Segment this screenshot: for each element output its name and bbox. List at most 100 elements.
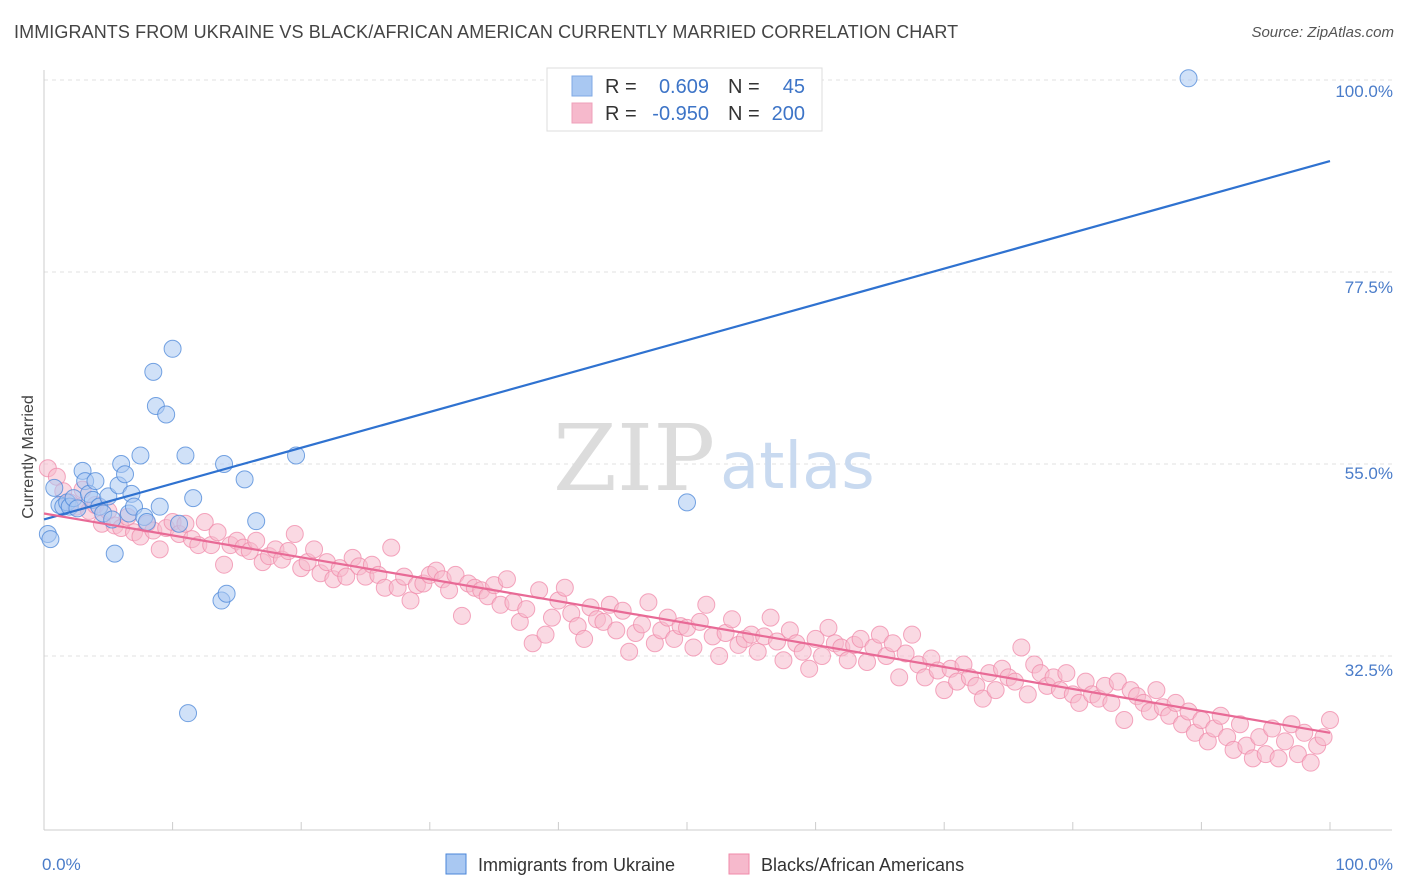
black-african-american-point	[1301, 753, 1320, 772]
stats-r-label: R =	[605, 103, 637, 125]
ukraine-point	[131, 446, 150, 465]
stats-r-value: 0.609	[659, 76, 709, 98]
ukraine-point	[163, 339, 182, 358]
black-african-american-point	[497, 570, 516, 589]
source-label: Source: ZipAtlas.com	[1251, 24, 1394, 41]
black-african-american-point	[523, 634, 542, 653]
black-african-american-point	[793, 642, 812, 661]
black-african-american-point	[761, 608, 780, 627]
black-african-american-point	[607, 621, 626, 640]
y-axis-label: Currently Married	[20, 395, 37, 519]
y-tick-label: 55.0%	[1345, 464, 1393, 483]
black-african-american-point	[851, 629, 870, 648]
black-african-american-point	[1250, 728, 1269, 747]
watermark-atlas: atlas	[720, 430, 875, 504]
black-african-american-point	[1275, 732, 1294, 751]
ukraine-point	[247, 512, 266, 531]
ukraine-point	[144, 362, 163, 381]
y-tick-labels: 100.0% 77.5% 55.0% 32.5%	[1335, 82, 1393, 680]
stats-n-label: N =	[728, 103, 760, 125]
series-legend-label: Immigrants from Ukraine	[478, 855, 675, 875]
y-tick-label: 32.5%	[1345, 661, 1393, 680]
black-african-american-point	[1108, 672, 1127, 691]
black-african-american-point	[1115, 711, 1134, 729]
data-points	[38, 69, 1339, 772]
ukraine-point	[235, 470, 254, 489]
black-african-american-point	[819, 618, 838, 637]
black-african-american-point	[1057, 664, 1076, 683]
black-african-american-point	[748, 642, 767, 661]
ukraine-point	[105, 544, 124, 563]
black-african-american-trend-line	[43, 512, 1331, 734]
black-african-american-point	[620, 642, 639, 661]
stats-r-label: R =	[605, 76, 637, 98]
black-african-american-point	[639, 593, 658, 612]
ukraine-point	[116, 465, 135, 484]
x-tick-label: 0.0%	[42, 855, 81, 874]
black-african-american-point	[575, 629, 594, 648]
black-african-american-point	[401, 591, 420, 610]
ukraine-point	[678, 493, 696, 512]
black-african-american-point	[305, 540, 324, 559]
stats-legend-swatch	[571, 75, 593, 97]
black-african-american-point	[1269, 749, 1288, 768]
black-african-american-point	[1288, 745, 1307, 764]
black-african-american-point	[452, 606, 471, 625]
ukraine-point	[1179, 69, 1198, 88]
black-african-american-point	[883, 634, 902, 653]
ukraine-point	[179, 704, 198, 723]
stats-legend-frame	[546, 67, 823, 132]
x-tick-labels: 0.0% 100.0%	[42, 855, 1393, 874]
black-african-american-point	[986, 681, 1005, 700]
black-african-american-point	[1230, 715, 1249, 734]
ukraine-point	[150, 497, 169, 516]
black-african-american-point	[632, 615, 651, 634]
black-african-american-point	[337, 567, 356, 586]
series-legend-swatch	[728, 853, 750, 875]
black-african-american-point	[723, 610, 742, 629]
stats-n-value: 200	[772, 103, 805, 125]
black-african-american-point	[710, 647, 729, 665]
ukraine-point	[157, 405, 176, 424]
black-african-american-point	[684, 638, 703, 657]
watermark: ZIP atlas	[553, 405, 875, 512]
axes	[43, 70, 1392, 831]
black-african-american-point	[1012, 638, 1031, 657]
black-african-american-point	[973, 689, 992, 708]
stats-legend-swatch	[571, 102, 593, 124]
series-legend: Immigrants from Ukraine Blacks/African Am…	[445, 853, 964, 875]
black-african-american-point	[690, 612, 709, 631]
black-african-american-point	[903, 625, 922, 644]
black-african-american-point	[1070, 693, 1089, 712]
black-african-american-point	[285, 524, 304, 543]
black-african-american-point	[896, 644, 915, 663]
black-african-american-point	[1147, 681, 1166, 700]
y-tick-label: 77.5%	[1345, 278, 1393, 297]
ukraine-point	[137, 513, 156, 532]
black-african-american-point	[1005, 672, 1024, 691]
black-african-american-point	[536, 625, 555, 644]
black-african-american-point	[813, 647, 832, 665]
ukraine-point	[184, 489, 203, 508]
black-african-american-point	[870, 625, 889, 644]
black-african-american-point	[806, 629, 825, 648]
grid-lines	[44, 79, 1392, 657]
black-african-american-point	[935, 681, 954, 700]
black-african-american-point	[890, 668, 909, 687]
black-african-american-point	[555, 578, 574, 597]
y-tick-label: 100.0%	[1335, 82, 1393, 101]
black-african-american-point	[594, 612, 613, 631]
black-african-american-point	[774, 651, 793, 670]
black-african-american-point	[1321, 711, 1339, 729]
ukraine-point	[170, 514, 189, 533]
ukraine-point	[217, 584, 236, 603]
ukraine-point	[86, 472, 105, 491]
ukraine-point	[41, 530, 60, 549]
black-african-american-point	[195, 513, 214, 532]
stats-legend: R = 0.609 N = 45 R = -0.950 N = 200	[546, 67, 823, 132]
black-african-american-point	[382, 538, 401, 557]
trend-lines	[43, 160, 1331, 734]
black-african-american-point	[150, 540, 169, 559]
black-african-american-point	[208, 523, 227, 542]
